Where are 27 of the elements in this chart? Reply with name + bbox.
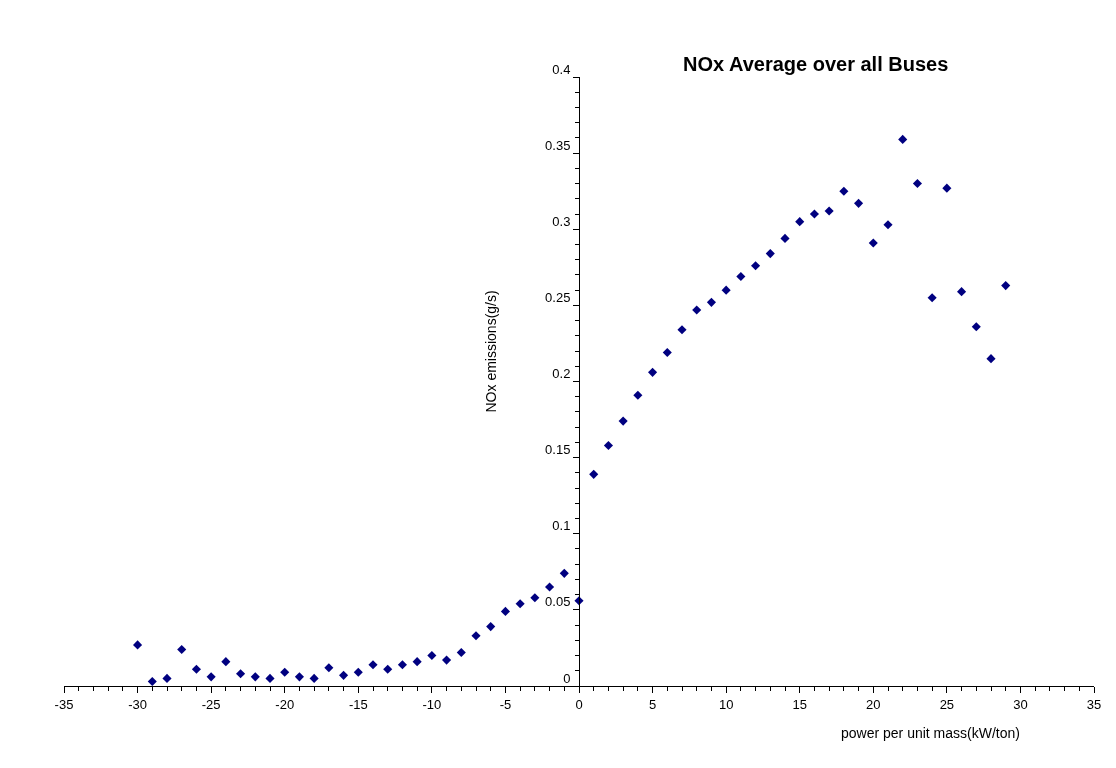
y-tick-label: 0	[563, 670, 571, 686]
x-tick-label: -25	[201, 696, 221, 712]
x-tick-label: 10	[718, 696, 734, 712]
x-tick-label: 35	[1086, 696, 1102, 712]
y-tick-label: 0.35	[545, 137, 571, 153]
x-tick-label: 15	[792, 696, 807, 712]
x-tick-label: -30	[128, 696, 147, 712]
y-tick-label: 0.15	[545, 442, 571, 458]
x-tick-label: -10	[422, 696, 442, 712]
x-tick-label: 20	[866, 696, 881, 712]
x-tick-label: -35	[54, 696, 74, 712]
y-tick-label: 0.1	[552, 518, 571, 534]
y-axis-title: NOx emissions(g/s)	[483, 290, 500, 413]
x-tick-label: -20	[275, 696, 295, 712]
y-tick-label: 0.05	[545, 594, 571, 610]
x-tick-label: 5	[648, 696, 657, 712]
x-tick-label: 0	[575, 696, 583, 712]
y-tick-label: 0.3	[552, 213, 571, 229]
x-tick-label: 30	[1013, 696, 1028, 712]
x-axis-title: power per unit mass(kW/ton)	[841, 725, 1020, 741]
chart-title: NOx Average over all Buses	[683, 53, 949, 75]
y-tick-label: 0.25	[545, 289, 571, 305]
y-tick-label: 0.2	[552, 366, 571, 382]
x-tick-label: -15	[348, 696, 368, 712]
x-tick-label: 25	[939, 696, 955, 712]
x-tick-label: -5	[499, 696, 512, 712]
y-tick-label: 0.4	[552, 61, 571, 77]
